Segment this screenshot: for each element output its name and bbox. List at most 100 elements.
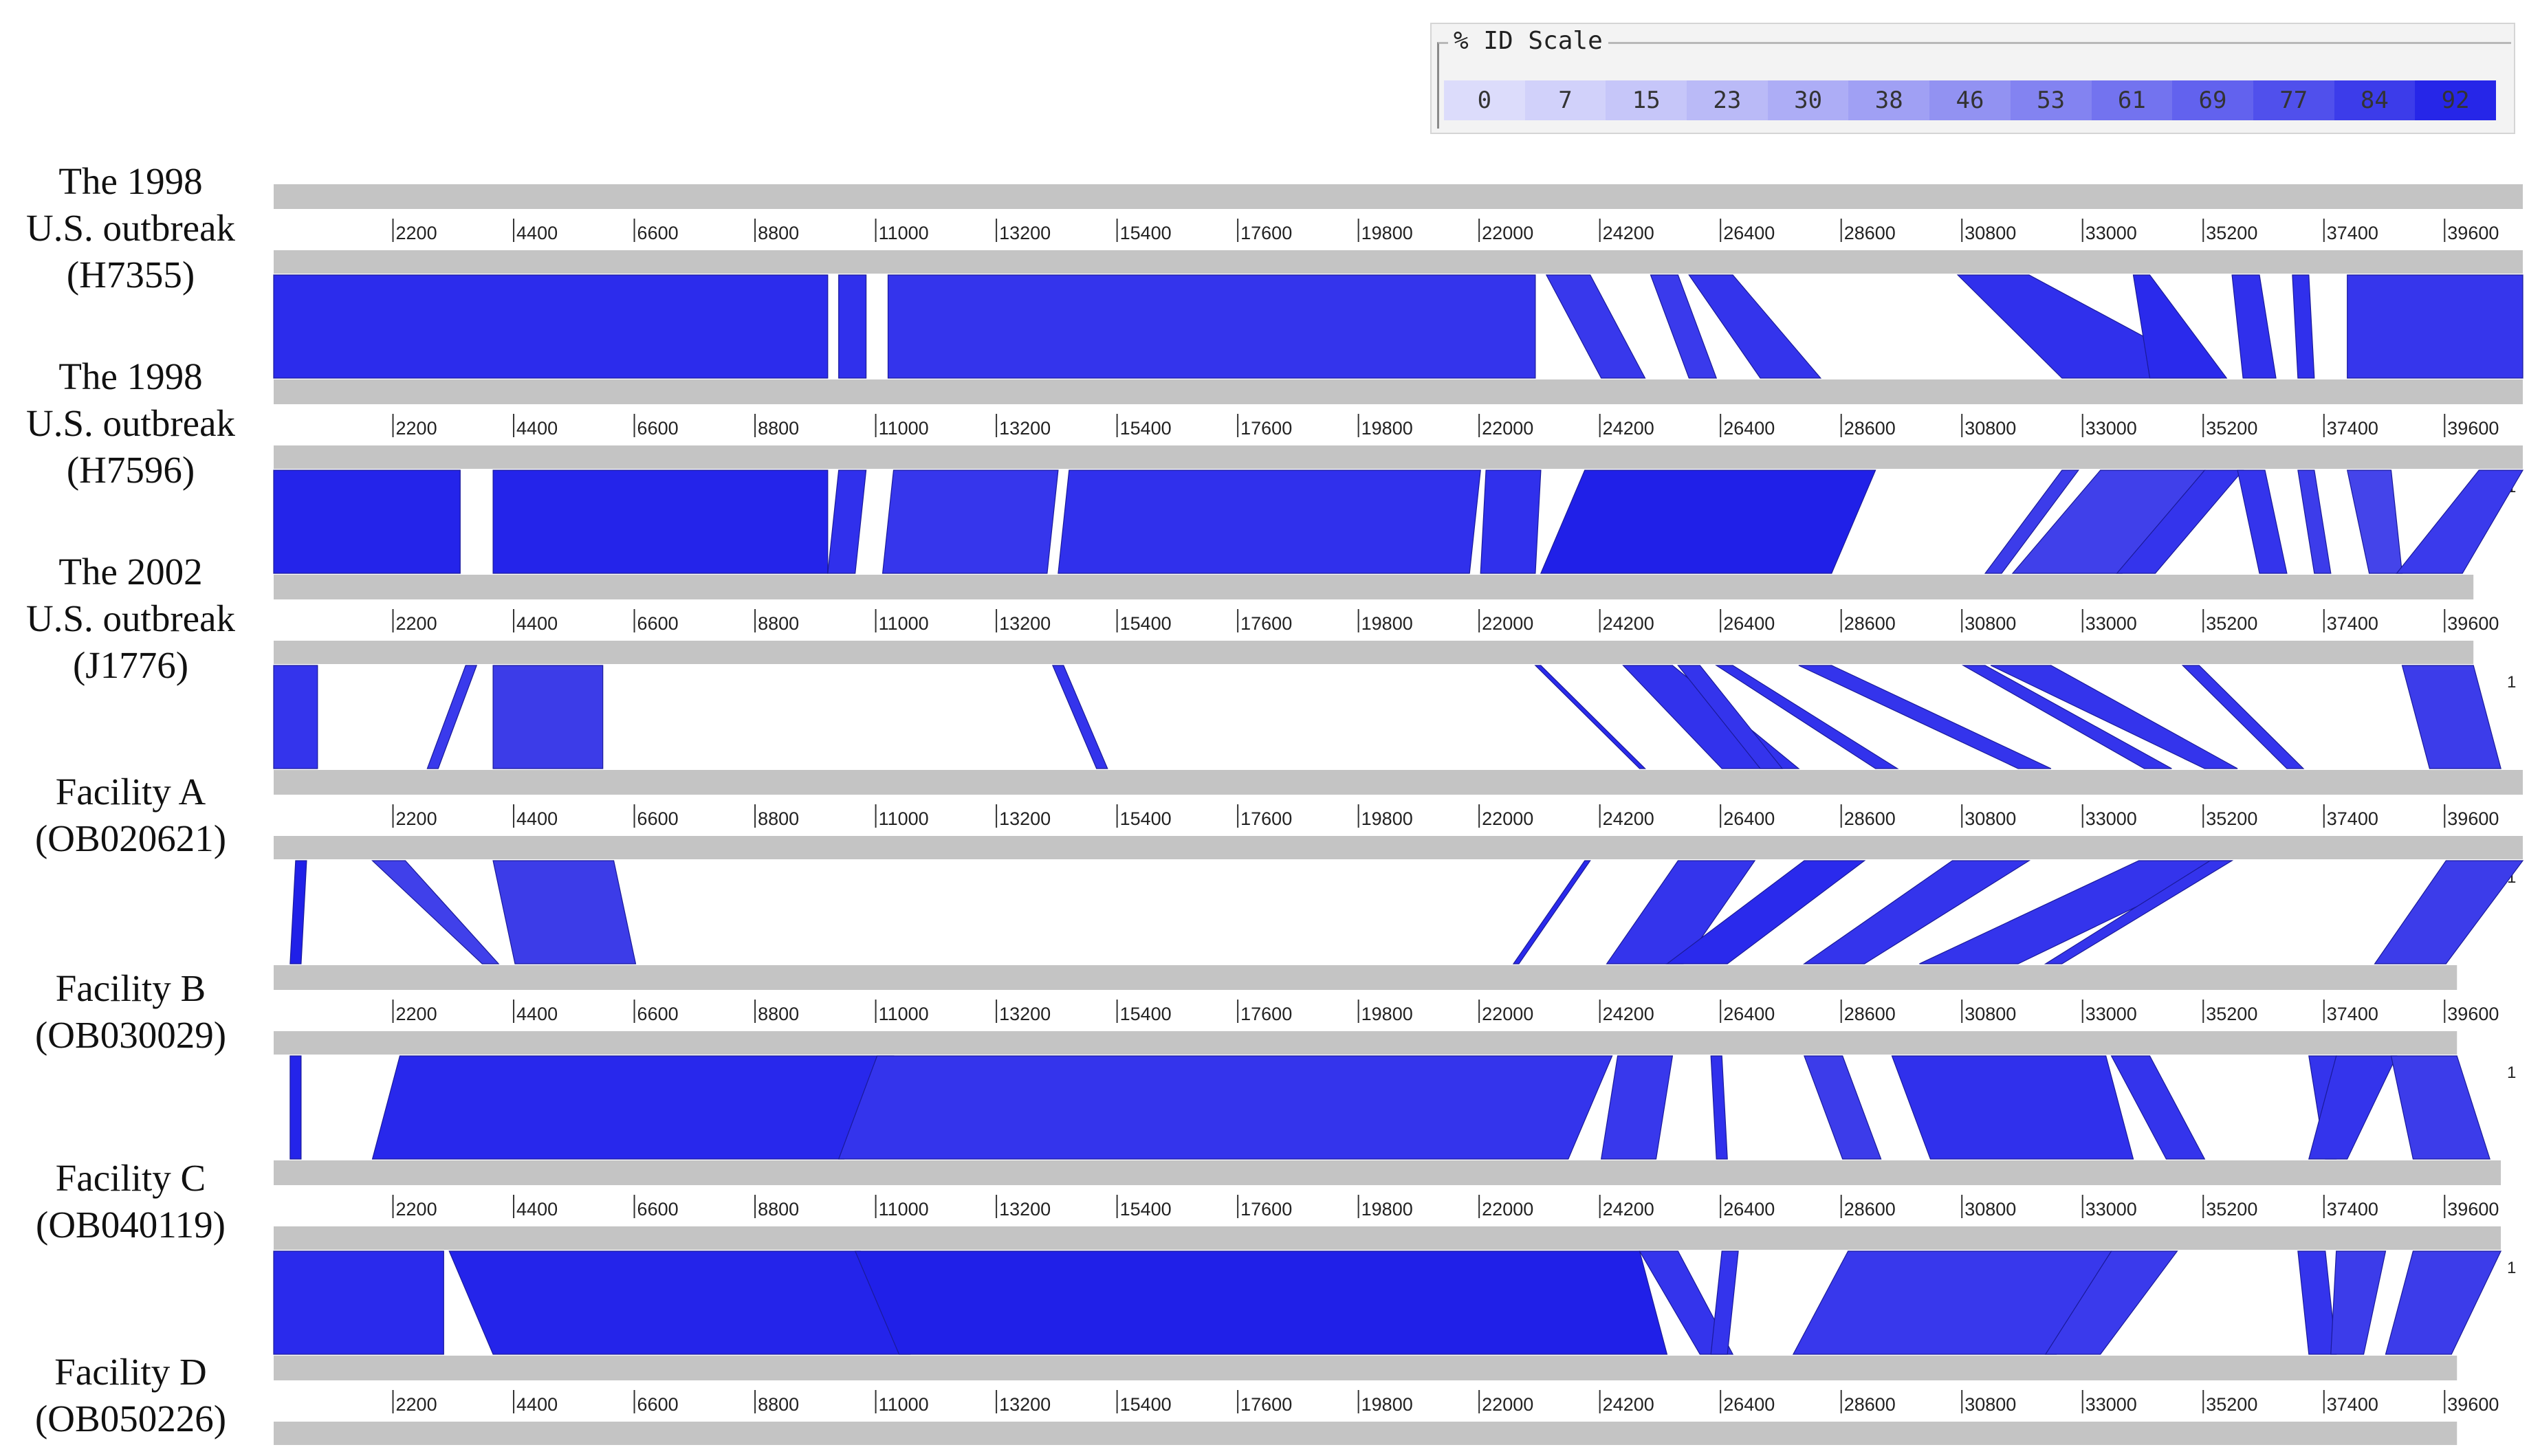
ruler-bottom-bar: [274, 1031, 2457, 1055]
synteny-block: [448, 1250, 911, 1355]
ruler-top-bar: [274, 184, 2523, 209]
synteny-block: [2297, 1250, 2337, 1355]
ruler-tick-label: 2200: [396, 223, 437, 243]
synteny-block: [1710, 1250, 1739, 1355]
synteny-block: [827, 470, 867, 574]
ruler-tick-label: 30800: [1964, 223, 2016, 243]
synteny-block: [1688, 274, 1822, 379]
ruler-tick-label: 11000: [879, 418, 929, 439]
ruler-tick-label: 24200: [1603, 1394, 1654, 1415]
ruler-tick-label: 37400: [2327, 808, 2378, 829]
ruler-tick-label: 30800: [1964, 1394, 2016, 1415]
ruler-tick-label: 35200: [2206, 1199, 2257, 1220]
genome-label: The 1998 U.S. outbreak (H7596): [0, 353, 261, 494]
synteny-block: [1665, 860, 1866, 964]
ruler-tick-label: 8800: [758, 613, 799, 634]
ruler-bottom-bar: [274, 836, 2523, 859]
genome-label: Facility A (OB020621): [0, 769, 261, 862]
synteny-block: [2308, 1055, 2398, 1160]
ruler-tick-label: 15400: [1120, 223, 1172, 243]
id-scale-cell: 84: [2334, 80, 2416, 120]
synteny-block: [2181, 665, 2305, 769]
ruler-tick-label: 2200: [396, 613, 437, 634]
ruler-tick-label: 28600: [1844, 1004, 1896, 1024]
ruler-tick-label: 22000: [1482, 1394, 1533, 1415]
genome-label-line: (J1776): [72, 644, 189, 686]
synteny-block: [1919, 860, 2233, 964]
genome-label-line: The 2002: [58, 551, 203, 593]
ruler-tick-label: 19800: [1361, 418, 1413, 439]
synteny-block: [887, 274, 1536, 379]
ruler-tick-label: 37400: [2327, 613, 2378, 634]
ruler-tick-label: 4400: [516, 808, 558, 829]
synteny-block: [2346, 470, 2403, 574]
genome-label-line: Facility A: [55, 771, 206, 813]
ruler-tick-label: 15400: [1120, 418, 1172, 439]
synteny-block: [371, 860, 500, 964]
synteny-block: [1545, 274, 1646, 379]
synteny-block: [1600, 1055, 1674, 1160]
synteny-block: [1891, 1055, 2134, 1160]
ruler-tick-label: 11000: [879, 613, 929, 634]
ruler-tick-label: 19800: [1361, 808, 1413, 829]
id-scale-cell: 30: [1767, 80, 1849, 120]
synteny-block: [426, 665, 478, 769]
ruler-tick-label: 35200: [2206, 1004, 2257, 1024]
ruler-top-bar: [274, 965, 2457, 990]
synteny-block: [1802, 860, 2031, 964]
ruler-tick-label: 17600: [1240, 418, 1292, 439]
ruler-tick-label: 19800: [1361, 613, 1413, 634]
ruler-tick-label: 6600: [637, 613, 679, 634]
ruler-tick-label: 28600: [1844, 1199, 1896, 1220]
ruler-tick-label: 22000: [1482, 1199, 1533, 1220]
synteny-block: [1480, 470, 1542, 574]
ruler-top-bar: [274, 1356, 2457, 1380]
synteny-block: [2110, 1055, 2206, 1160]
genome-label-line: U.S. outbreak: [26, 207, 235, 249]
ruler-tick-label: 37400: [2327, 223, 2378, 243]
ruler-tick-label: 39600: [2447, 613, 2499, 634]
ruler-tick-label: 30800: [1964, 1199, 2016, 1220]
ruler-tick-label: 33000: [2085, 418, 2137, 439]
ruler-tick-label: 11000: [879, 1004, 929, 1024]
ruler-tick-label: 26400: [1723, 613, 1775, 634]
id-scale-cell: 53: [2010, 80, 2092, 120]
ruler-tick-label: 30800: [1964, 1004, 2016, 1024]
ruler-tick-label: 13200: [999, 418, 1051, 439]
ruler-tick-label: 39600: [2447, 808, 2499, 829]
synteny-block: [492, 470, 829, 574]
ruler-tick-label: 4400: [516, 1004, 558, 1024]
genome-label: Facility B (OB030029): [0, 965, 261, 1059]
ruler-tick-label: 26400: [1723, 418, 1775, 439]
synteny-block: [273, 665, 318, 769]
synteny-block: [371, 1055, 895, 1160]
genome-label-line: (H7355): [66, 254, 195, 296]
synteny-block: [1798, 665, 2052, 769]
synteny-block: [882, 470, 1059, 574]
ruler-tick-label: 2200: [396, 808, 437, 829]
genome-label: Facility C (OB040119): [0, 1155, 261, 1248]
ruler-bottom-bar: [274, 641, 2474, 664]
ruler-tick-label: 26400: [1723, 1394, 1775, 1415]
ruler-tick-label: 8800: [758, 1004, 799, 1024]
genome-label: The 2002 U.S. outbreak (J1776): [0, 549, 261, 689]
id-scale-cell: 38: [1848, 80, 1930, 120]
ruler-tick-label: 35200: [2206, 1394, 2257, 1415]
ruler-tick-label: 17600: [1240, 808, 1292, 829]
ruler-tick-label: 15400: [1120, 1004, 1172, 1024]
synteny-block: [2292, 274, 2315, 379]
synteny-block: [2044, 860, 2234, 964]
ruler-tick-label: 6600: [637, 223, 679, 243]
id-scale-cell: 92: [2415, 80, 2496, 120]
synteny-block: [1058, 470, 1481, 574]
ruler-tick-label: 22000: [1482, 223, 1533, 243]
ruler-tick-label: 19800: [1361, 1394, 1413, 1415]
ruler-tick-label: 37400: [2327, 1199, 2378, 1220]
ruler-tick-label: 2200: [396, 1004, 437, 1024]
ruler-tick-label: 19800: [1361, 223, 1413, 243]
synteny-block: [2396, 470, 2524, 574]
ruler-tick-label: 28600: [1844, 1394, 1896, 1415]
synteny-block: [492, 665, 604, 769]
ruler-tick-label: 33000: [2085, 613, 2137, 634]
